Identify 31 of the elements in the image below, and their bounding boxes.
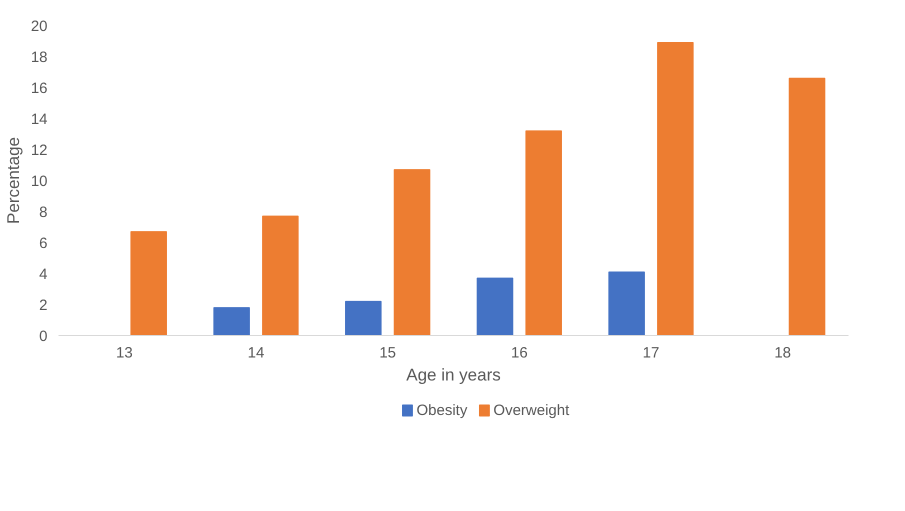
y-tick-label: 16 [30, 80, 48, 97]
bar [476, 278, 514, 336]
legend-label: Overweight [493, 402, 570, 419]
bar [608, 271, 645, 336]
y-tick-label: 14 [30, 111, 48, 128]
bar [525, 130, 562, 336]
bar [394, 169, 430, 336]
y-tick-label: 0 [39, 328, 48, 345]
x-tick-label: 17 [642, 344, 660, 362]
y-axis-title: Percentage [4, 137, 23, 224]
x-tick-label: 14 [248, 344, 264, 362]
x-tick-label: 13 [116, 344, 133, 362]
y-tick-label: 2 [39, 297, 48, 314]
bar [657, 42, 694, 336]
y-tick-label: 18 [30, 49, 48, 66]
y-tick-label: 4 [39, 266, 48, 283]
bar [130, 231, 167, 336]
bar [213, 307, 250, 336]
y-tick-label: 20 [30, 18, 48, 35]
y-tick-label: 10 [30, 173, 48, 190]
legend-label: Obesity [416, 402, 468, 419]
y-tick-label: 8 [39, 204, 48, 221]
bar [262, 216, 299, 336]
x-tick-label: 18 [774, 344, 792, 362]
bar [345, 300, 382, 336]
x-tick-label: 16 [510, 344, 528, 362]
bar [788, 78, 826, 336]
x-axis-title: Age in years [406, 366, 501, 384]
y-tick-label: 12 [30, 142, 48, 159]
x-tick-label: 15 [379, 344, 396, 362]
y-tick-label: 6 [39, 235, 48, 252]
